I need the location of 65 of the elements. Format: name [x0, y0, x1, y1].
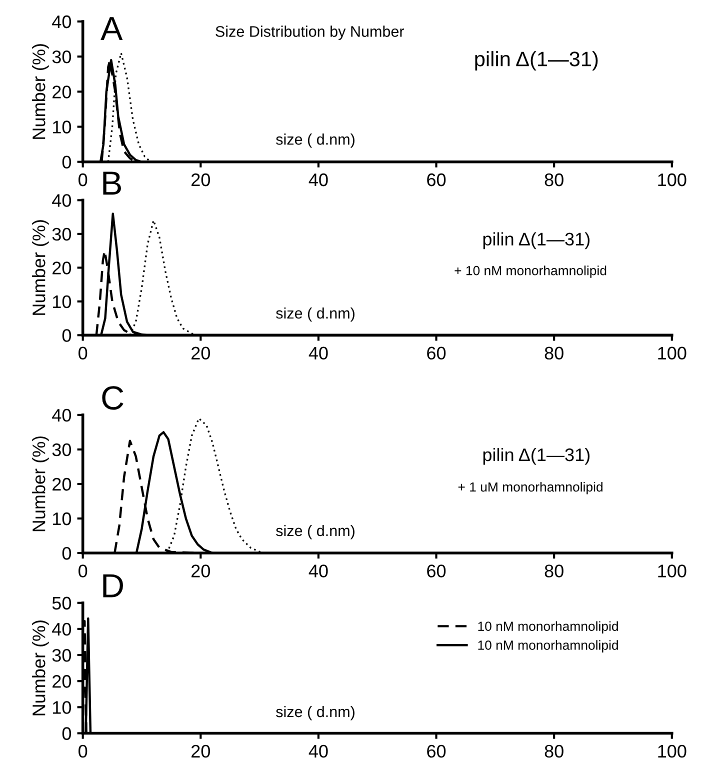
text: D	[103, 574, 123, 598]
annotation: + 10 nM monorhamnolipid	[454, 266, 606, 278]
y-axis-title: Number (%)	[32, 44, 49, 139]
x-tick-label: 60	[427, 346, 446, 360]
y-tick-label: 20	[52, 478, 72, 491]
x-tick-label: 40	[308, 744, 328, 758]
text: B	[103, 172, 121, 195]
y-tick-label: 20	[52, 86, 72, 98]
x-tick-label: 20	[192, 346, 210, 360]
chart-title: Size Distribution by Number	[216, 26, 404, 40]
annotation: pilin Δ(1—31)	[483, 232, 590, 250]
y-tick-label: 30	[52, 50, 72, 64]
y-axis-title: Number (%)	[32, 620, 49, 716]
annotation: + 1 uM monorhamnolipid	[458, 482, 602, 494]
legend-label: 10 nM monorhamnolipid	[478, 621, 618, 634]
y-tick-label: 0	[62, 727, 72, 740]
legend-label: 10 nM monorhamnolipid	[478, 640, 618, 652]
y-tick-label: 30	[52, 443, 72, 456]
y-tick-label: 0	[62, 329, 72, 342]
annotation: size ( d.nm)	[276, 706, 354, 720]
text: C	[102, 386, 124, 410]
y-tick-label: 30	[52, 648, 72, 662]
annotation: size ( d.nm)	[276, 134, 354, 148]
y-tick-label: 10	[53, 701, 72, 714]
y-tick-label: 50	[52, 596, 72, 610]
x-tick-label: 60	[427, 564, 446, 578]
annotation: pilin Δ(1—31)	[475, 51, 598, 70]
x-tick-label: 80	[544, 173, 564, 186]
y-tick-label: 40	[52, 15, 72, 28]
y-tick-label: 30	[52, 228, 72, 241]
y-tick-label: 20	[52, 675, 72, 688]
annotation: size ( d.nm)	[276, 524, 354, 540]
x-tick-label: 40	[308, 346, 328, 360]
x-tick-label: 0	[78, 173, 88, 186]
y-axis-title: Number (%)	[32, 436, 49, 532]
y-tick-label: 0	[62, 546, 72, 560]
y-tick-label: 10	[53, 295, 72, 308]
y-axis-title: Number (%)	[32, 220, 49, 315]
x-tick-label: 40	[308, 173, 328, 186]
y-tick-label: 40	[52, 622, 72, 636]
x-tick-label: 20	[192, 744, 210, 758]
x-tick-label: 100	[658, 173, 686, 186]
x-tick-label: 100	[658, 564, 686, 578]
x-tick-label: 20	[192, 564, 210, 578]
x-tick-label: 60	[427, 173, 446, 186]
annotation: pilin Δ(1—31)	[483, 448, 590, 465]
y-tick-label: 0	[62, 156, 72, 169]
y-tick-label: 10	[53, 120, 72, 134]
x-tick-label: 0	[78, 564, 88, 578]
y-tick-label: 40	[52, 194, 72, 207]
x-tick-label: 80	[544, 564, 564, 578]
x-tick-label: 100	[658, 346, 686, 360]
y-tick-label: 40	[52, 408, 72, 422]
x-tick-label: 0	[78, 744, 88, 758]
y-tick-label: 20	[52, 262, 72, 274]
x-tick-label: 20	[192, 173, 210, 186]
x-tick-label: 40	[308, 564, 328, 578]
y-tick-label: 10	[53, 512, 72, 526]
annotation: size ( d.nm)	[276, 307, 354, 322]
x-tick-label: 80	[544, 346, 564, 360]
annotation: A	[100, 17, 123, 40]
x-tick-label: 60	[427, 744, 446, 758]
x-tick-label: 80	[544, 744, 564, 758]
x-tick-label: 100	[658, 744, 686, 758]
x-tick-label: 0	[78, 346, 88, 360]
